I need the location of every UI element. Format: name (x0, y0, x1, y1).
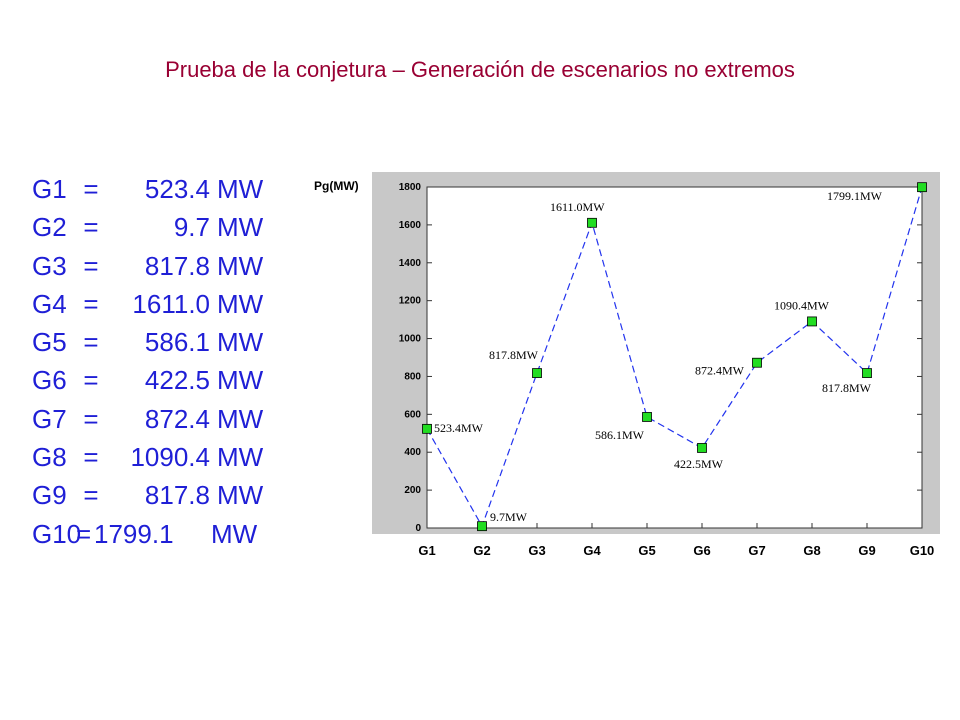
data-label: 1090.4MW (774, 298, 830, 312)
generator-row: G4 = 1611.0 MW (32, 285, 263, 323)
data-label: 817.8MW (489, 348, 539, 362)
generator-row: G6 = 422.5 MW (32, 361, 263, 399)
series-line (426, 187, 923, 528)
data-point-marker (532, 368, 542, 378)
y-axis-label: Pg(MW) (314, 179, 359, 193)
generator-list: G1 = 523.4 MW G2 = 9.7 MW G3 = 817.8 MW G4 = 1611.0… (32, 170, 263, 553)
generator-value: 1799.1 (94, 518, 174, 549)
data-point-marker (752, 357, 762, 368)
y-tick-label: 600 (404, 409, 421, 420)
x-tick-label: G1 (418, 543, 435, 558)
generator-value: 1090.4 (130, 442, 210, 473)
data-point-marker (917, 182, 927, 193)
generator-name: G8 (32, 442, 67, 473)
generator-row: G1 = 523.4 MW (32, 170, 263, 208)
data-label: 817.8MW (822, 381, 872, 395)
data-point-marker (587, 217, 597, 228)
line-chart: 0 200 400 600 800 1000 1200 1400 1600 1800 Pg(MW) G… (314, 172, 940, 558)
generator-row: G3 = 817.8 MW (32, 247, 263, 285)
generator-unit: MW (217, 480, 264, 511)
generator-row: G9 = 817.8 MW (32, 476, 263, 514)
generator-value: 817.8 (144, 250, 210, 281)
x-tick-label: G9 (858, 543, 875, 558)
x-tick-label: G4 (583, 543, 601, 558)
equals-sign: = (83, 327, 99, 358)
y-tick-label: 0 (415, 523, 421, 534)
generator-name: G9 (32, 480, 67, 511)
page-title: Prueba de la conjetura – Generación de e… (165, 57, 795, 82)
generator-value: 586.1 (144, 327, 210, 358)
equals-sign: = (83, 250, 99, 281)
generator-name: G6 (32, 365, 67, 396)
equals-sign: = (83, 480, 99, 511)
generator-row: G10 = 1799.1 MW (32, 515, 263, 553)
y-tick-label: 1800 (399, 182, 422, 193)
data-label: 586.1MW (595, 428, 645, 442)
generator-name: G3 (32, 250, 67, 281)
data-point-marker (697, 443, 707, 453)
data-label: 1611.0MW (550, 200, 605, 214)
equals-sign: = (83, 403, 99, 434)
x-tick-label: G7 (748, 543, 765, 558)
x-tick-label: G3 (528, 543, 545, 558)
data-label: 9.7MW (490, 510, 528, 524)
generator-name: G10 (32, 518, 82, 549)
y-tick-label: 800 (404, 371, 421, 382)
x-tick-label: G10 (910, 543, 935, 558)
generator-value: 872.4 (144, 403, 210, 434)
generator-row: G7 = 872.4 MW (32, 400, 263, 438)
generator-value: 9.7 (173, 212, 210, 243)
equals-sign: = (83, 442, 99, 473)
data-point-marker (477, 521, 487, 532)
data-point-marker (642, 412, 652, 422)
y-tick-label: 1600 (399, 220, 422, 231)
generator-value: 523.4 (144, 174, 210, 204)
generator-name: G7 (32, 403, 67, 434)
generator-row: G2 = 9.7 MW (32, 208, 263, 246)
x-tick-label: G6 (693, 543, 710, 558)
data-label: 1799.1MW (827, 189, 883, 203)
chart-container: 0 200 400 600 800 1000 1200 1400 1600 1800 Pg(MW) G… (300, 160, 950, 570)
x-tick-label: G5 (638, 543, 655, 558)
equals-sign: = (83, 174, 99, 204)
generator-value: 422.5 (144, 365, 210, 396)
generator-name: G1 (32, 174, 67, 204)
equals-sign: = (76, 518, 92, 549)
y-tick-label: 200 (404, 485, 421, 496)
generator-row: G8 = 1090.4 MW (32, 438, 263, 476)
generator-value: 817.8 (144, 480, 210, 511)
generator-value: 1611.0 (132, 288, 210, 319)
generator-name: G4 (32, 288, 67, 319)
generator-unit: MW (217, 403, 264, 434)
generator-unit: MW (217, 327, 264, 358)
equals-sign: = (83, 288, 99, 319)
x-tick-label: G2 (473, 543, 490, 558)
generator-row: G5 = 586.1 MW (32, 323, 263, 361)
data-label: 523.4MW (434, 421, 484, 435)
data-label: 422.5MW (674, 457, 724, 471)
plot-area (426, 186, 923, 529)
data-label: 872.4MW (695, 364, 745, 378)
y-tick-label: 1400 (399, 258, 422, 269)
data-point-marker (862, 368, 872, 378)
generator-unit: MW (217, 250, 264, 281)
y-tick-label: 1200 (399, 296, 422, 307)
generator-unit: MW (217, 174, 264, 204)
data-point-marker (422, 423, 432, 434)
equals-sign: = (83, 365, 99, 396)
x-tick-label: G8 (803, 543, 820, 558)
data-point-marker (807, 316, 817, 327)
equals-sign: = (83, 212, 99, 243)
y-tick-label: 400 (404, 447, 421, 458)
y-tick-label: 1000 (399, 334, 422, 345)
generator-name: G5 (32, 327, 67, 358)
generator-unit: MW (211, 518, 258, 549)
generator-unit: MW (217, 442, 264, 473)
generator-unit: MW (217, 365, 264, 396)
generator-unit: MW (217, 288, 264, 319)
generator-name: G2 (32, 212, 67, 243)
generator-unit: MW (217, 212, 264, 243)
